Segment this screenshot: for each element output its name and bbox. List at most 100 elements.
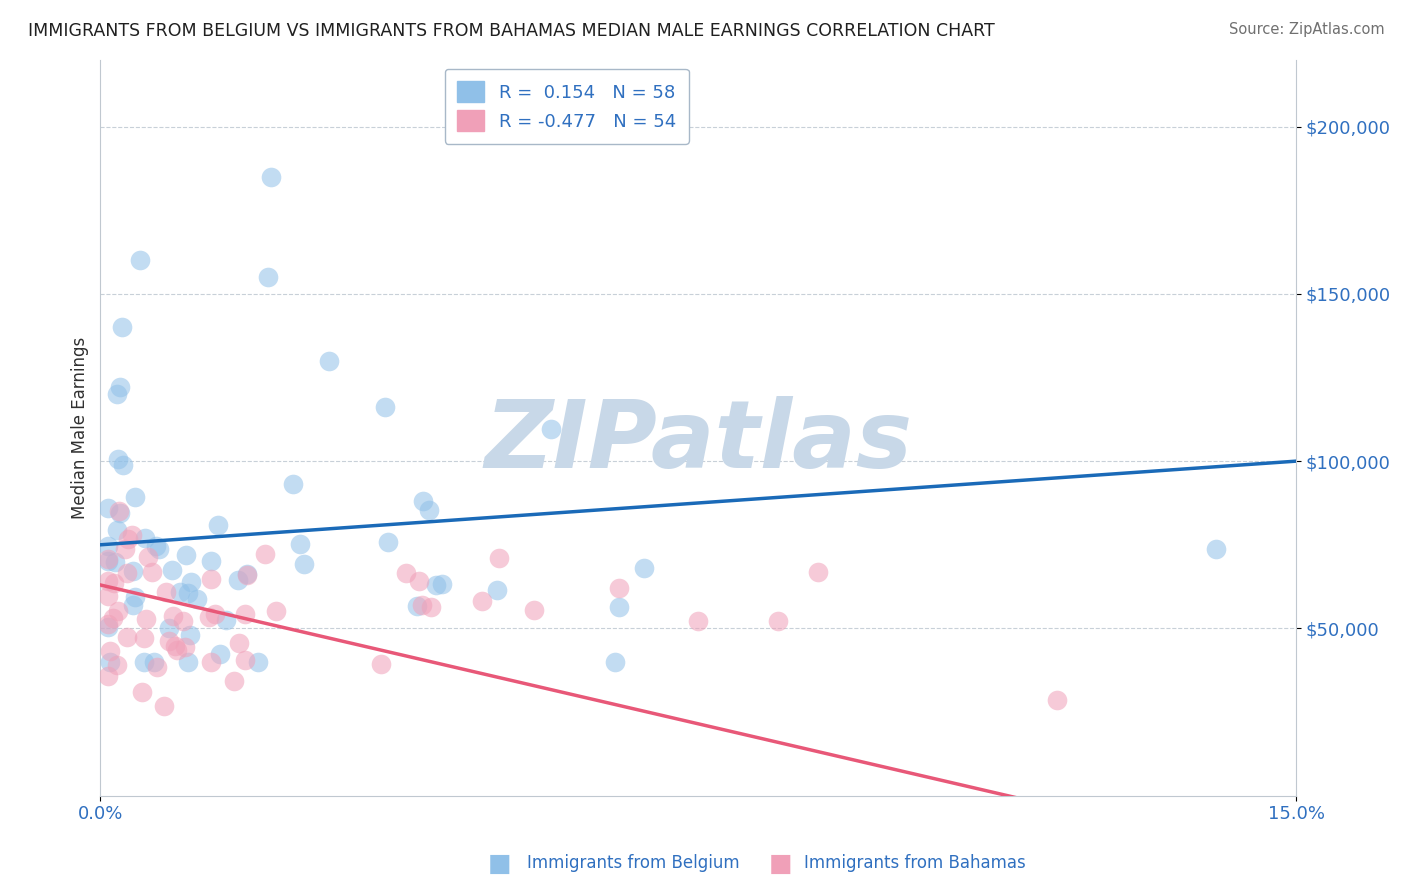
Point xyxy=(166,643,188,657)
Point xyxy=(197,610,219,624)
Point xyxy=(292,557,315,571)
Point xyxy=(148,542,170,557)
Point xyxy=(112,458,135,472)
Point xyxy=(180,575,202,590)
Point xyxy=(101,611,124,625)
Point xyxy=(224,674,246,689)
Point xyxy=(103,576,125,591)
Point xyxy=(105,658,128,673)
Point xyxy=(115,631,138,645)
Point xyxy=(425,578,447,592)
Point xyxy=(97,540,120,554)
Point xyxy=(420,600,443,615)
Point xyxy=(374,400,396,414)
Point xyxy=(172,614,194,628)
Point xyxy=(105,524,128,538)
Point xyxy=(129,253,152,268)
Point xyxy=(200,655,222,669)
Point xyxy=(430,577,453,591)
Text: ■: ■ xyxy=(769,852,792,875)
Text: Immigrants from Bahamas: Immigrants from Bahamas xyxy=(804,855,1026,872)
Point xyxy=(174,549,197,563)
Point xyxy=(143,655,166,669)
Point xyxy=(260,169,283,184)
Point xyxy=(186,592,208,607)
Point xyxy=(266,604,288,618)
Point xyxy=(179,628,201,642)
Point xyxy=(471,594,494,608)
Point xyxy=(408,574,430,588)
Point xyxy=(98,655,121,669)
Point xyxy=(228,635,250,649)
Point xyxy=(115,566,138,580)
Legend: R =  0.154   N = 58, R = -0.477   N = 54: R = 0.154 N = 58, R = -0.477 N = 54 xyxy=(444,69,689,144)
Point xyxy=(97,554,120,568)
Point xyxy=(159,621,181,635)
Point xyxy=(488,550,510,565)
Point xyxy=(236,568,259,582)
Point xyxy=(97,669,120,683)
Point xyxy=(108,504,131,518)
Point xyxy=(247,655,270,669)
Point xyxy=(200,573,222,587)
Point xyxy=(207,518,229,533)
Point xyxy=(97,552,120,566)
Point xyxy=(485,583,508,598)
Point xyxy=(107,452,129,467)
Point xyxy=(208,647,231,661)
Point xyxy=(281,477,304,491)
Point xyxy=(97,616,120,631)
Point xyxy=(160,563,183,577)
Point xyxy=(114,541,136,556)
Point xyxy=(108,506,131,520)
Point xyxy=(176,655,198,669)
Point xyxy=(254,548,277,562)
Point xyxy=(411,598,433,612)
Point xyxy=(257,270,280,285)
Point xyxy=(97,589,120,603)
Point xyxy=(412,493,434,508)
Point xyxy=(807,565,830,579)
Point xyxy=(124,590,146,604)
Point xyxy=(131,685,153,699)
Point xyxy=(406,599,429,614)
Point xyxy=(111,320,134,334)
Point xyxy=(177,586,200,600)
Text: ■: ■ xyxy=(488,852,510,875)
Point xyxy=(105,387,128,401)
Point xyxy=(141,566,163,580)
Point xyxy=(97,574,120,588)
Point xyxy=(603,655,626,669)
Point xyxy=(288,537,311,551)
Point xyxy=(146,659,169,673)
Point xyxy=(169,585,191,599)
Point xyxy=(228,573,250,587)
Point xyxy=(107,604,129,618)
Point xyxy=(121,528,143,542)
Point xyxy=(235,653,257,667)
Point xyxy=(607,600,630,615)
Point xyxy=(215,613,238,627)
Text: ZIPatlas: ZIPatlas xyxy=(484,396,912,489)
Point xyxy=(132,655,155,669)
Point xyxy=(134,532,156,546)
Point xyxy=(108,380,131,394)
Point xyxy=(204,607,226,621)
Y-axis label: Median Male Earnings: Median Male Earnings xyxy=(72,336,89,519)
Point xyxy=(540,422,562,436)
Text: Immigrants from Belgium: Immigrants from Belgium xyxy=(527,855,740,872)
Point xyxy=(157,634,180,648)
Point xyxy=(370,657,392,671)
Point xyxy=(145,539,167,553)
Point xyxy=(134,631,156,645)
Point xyxy=(124,490,146,504)
Point xyxy=(138,549,160,564)
Point xyxy=(117,532,139,546)
Point xyxy=(236,566,259,581)
Point xyxy=(1205,541,1227,556)
Point xyxy=(418,503,440,517)
Point xyxy=(633,561,655,575)
Point xyxy=(98,644,121,658)
Point xyxy=(523,603,546,617)
Point xyxy=(318,353,340,368)
